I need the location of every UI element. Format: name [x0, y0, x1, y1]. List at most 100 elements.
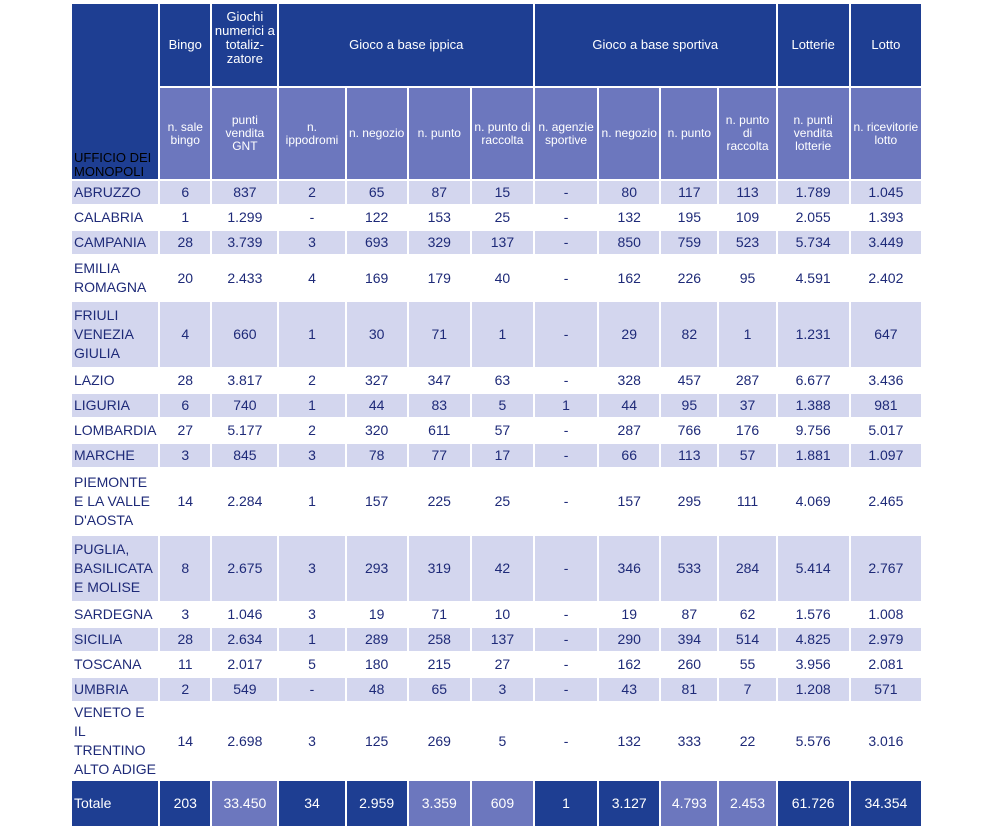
value-cell: 78: [346, 444, 409, 469]
value-cell: 5.414: [777, 536, 851, 603]
subheader-cell: n. punto di raccolta: [471, 88, 535, 181]
region-cell: LAZIO: [72, 369, 161, 394]
value-cell: 27: [471, 653, 535, 678]
value-cell: 95: [661, 394, 720, 419]
value-cell: 43: [599, 678, 662, 703]
region-cell: MARCHE: [72, 444, 161, 469]
subheader-cell: n. punto di raccolta: [719, 88, 778, 181]
value-cell: 48: [346, 678, 409, 703]
table-row: FRIULI VENEZIA GIULIA 4 660 1 30 71 1-29 82 1 1.2…: [72, 302, 921, 369]
value-cell: 6.677: [777, 369, 851, 394]
value-cell: 457: [661, 369, 720, 394]
value-cell: 153: [408, 206, 472, 231]
value-cell: 287: [719, 369, 778, 394]
value-cell: 1.097: [850, 444, 921, 469]
table-row: LAZIO 28 3.817 2 327 347 63-328 457 287 6.677 3.43…: [72, 369, 921, 394]
total-label: Totale: [72, 781, 161, 828]
value-cell: 3: [160, 603, 213, 628]
value-cell: 514: [719, 628, 778, 653]
value-cell: 82: [661, 302, 720, 369]
value-cell: 3: [279, 536, 347, 603]
table-row: PUGLIA, BASILICATA E MOLISE 8 2.675 3 293 319…: [72, 536, 921, 603]
value-cell: 287: [599, 419, 662, 444]
value-cell: 42: [471, 536, 535, 603]
value-cell: 3.956: [777, 653, 851, 678]
value-cell: -: [279, 206, 347, 231]
total-value-cell: 203: [160, 781, 213, 828]
value-cell: 25: [471, 469, 535, 536]
value-cell: 117: [661, 181, 720, 206]
value-cell: 19: [346, 603, 409, 628]
value-cell: 2.465: [850, 469, 921, 536]
value-cell: 1: [160, 206, 213, 231]
value-cell: 125: [346, 703, 409, 781]
value-cell: 10: [471, 603, 535, 628]
total-value-cell: 33.450: [212, 781, 280, 828]
table-row: ABRUZZO 6 837 2 65 87 15-80 117 113 1.789 1.045: [72, 181, 921, 206]
value-cell: 845: [212, 444, 280, 469]
value-cell: 225: [408, 469, 472, 536]
value-cell: -: [535, 206, 600, 231]
subheader-cell: n. punto: [408, 88, 472, 181]
value-cell: 81: [661, 678, 720, 703]
value-cell: -: [535, 603, 600, 628]
value-cell: 3: [279, 703, 347, 781]
value-cell: 3: [160, 444, 213, 469]
value-cell: 346: [599, 536, 662, 603]
table-body: ABRUZZO 6 837 2 65 87 15-80 117 113 1.789 1.045 CAL…: [72, 181, 921, 828]
value-cell: 4.825: [777, 628, 851, 653]
value-cell: 549: [212, 678, 280, 703]
value-cell: 132: [599, 703, 662, 781]
value-cell: 2.055: [777, 206, 851, 231]
value-cell: 1.388: [777, 394, 851, 419]
total-value-cell: 34.354: [850, 781, 921, 828]
value-cell: 180: [346, 653, 409, 678]
value-cell: 2: [160, 678, 213, 703]
value-cell: 3.436: [850, 369, 921, 394]
table-row: PIEMONTE E LA VALLE D'AOSTA 14 2.284 1 157 22…: [72, 469, 921, 536]
value-cell: 157: [346, 469, 409, 536]
table-row: CAMPANIA 28 3.739 3 693 329 137-850 759 523 5.734…: [72, 231, 921, 256]
value-cell: 6: [160, 181, 213, 206]
region-cell: LIGURIA: [72, 394, 161, 419]
value-cell: 1.881: [777, 444, 851, 469]
value-cell: 30: [346, 302, 409, 369]
value-cell: 28: [160, 369, 213, 394]
total-value-cell: 4.793: [661, 781, 720, 828]
value-cell: 37: [719, 394, 778, 419]
subheader-cell: n. punti vendita lotterie: [777, 88, 851, 181]
value-cell: 1.299: [212, 206, 280, 231]
region-cell: CALABRIA: [72, 206, 161, 231]
value-cell: 260: [661, 653, 720, 678]
value-cell: 2: [279, 369, 347, 394]
total-value-cell: 3.127: [599, 781, 662, 828]
value-cell: 113: [661, 444, 720, 469]
region-cell: SARDEGNA: [72, 603, 161, 628]
value-cell: 66: [599, 444, 662, 469]
value-cell: 759: [661, 231, 720, 256]
value-cell: 2.081: [850, 653, 921, 678]
value-cell: 44: [599, 394, 662, 419]
value-cell: 850: [599, 231, 662, 256]
value-cell: 57: [719, 444, 778, 469]
value-cell: 2.634: [212, 628, 280, 653]
value-cell: 2.284: [212, 469, 280, 536]
value-cell: 14: [160, 703, 213, 781]
region-cell: VENETO E IL TRENTINO ALTO ADIGE: [72, 703, 161, 781]
value-cell: 109: [719, 206, 778, 231]
value-cell: 25: [471, 206, 535, 231]
value-cell: 3.449: [850, 231, 921, 256]
value-cell: 157: [599, 469, 662, 536]
value-cell: 111: [719, 469, 778, 536]
value-cell: 20: [160, 256, 213, 302]
region-cell: TOSCANA: [72, 653, 161, 678]
value-cell: 5.017: [850, 419, 921, 444]
value-cell: 2.979: [850, 628, 921, 653]
value-cell: 4: [160, 302, 213, 369]
value-cell: 258: [408, 628, 472, 653]
region-cell: ABRUZZO: [72, 181, 161, 206]
region-cell: LOMBARDIA: [72, 419, 161, 444]
value-cell: 3: [279, 231, 347, 256]
value-cell: 83: [408, 394, 472, 419]
value-cell: 5: [471, 394, 535, 419]
